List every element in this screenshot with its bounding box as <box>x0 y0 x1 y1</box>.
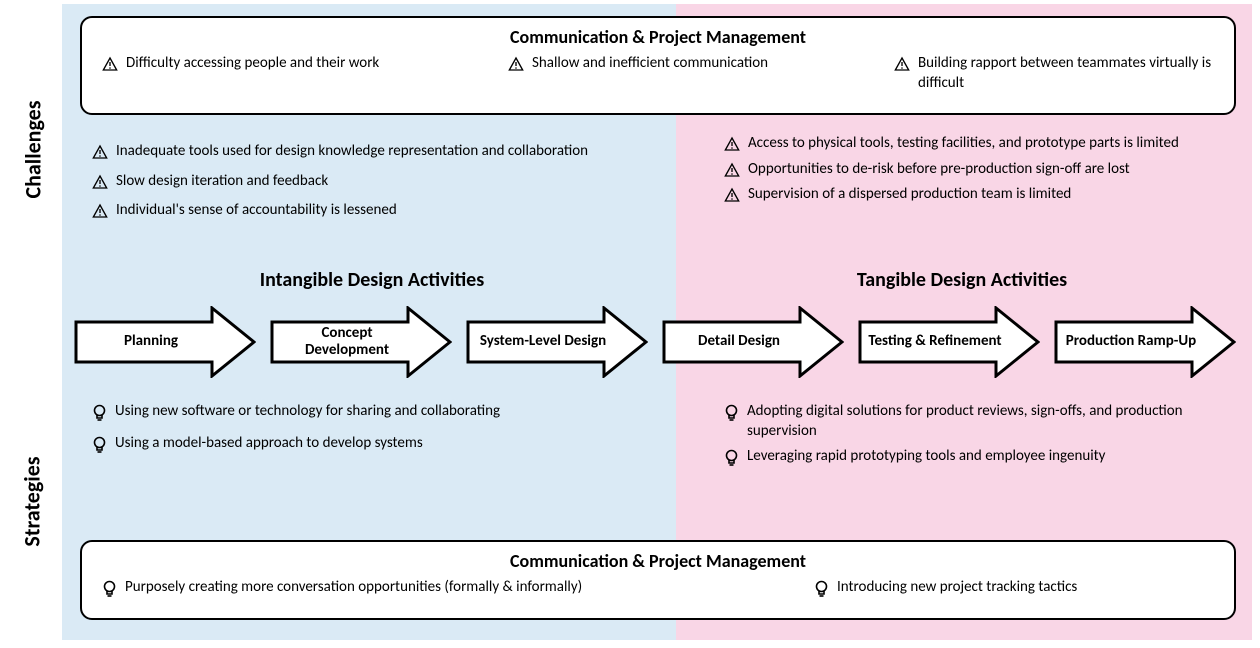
strategy-item: Introducing new project tracking tactics <box>814 578 1214 598</box>
challenge-text: Building rapport between teammates virtu… <box>918 54 1214 93</box>
process-arrow: Concept Development <box>270 306 452 378</box>
bulb-icon <box>724 449 739 467</box>
arrow-label: System-Level Design <box>476 333 610 350</box>
bulb-icon <box>102 580 117 598</box>
arrow-label: Production Ramp-Up <box>1064 333 1198 350</box>
arrow-label: Detail Design <box>672 333 806 350</box>
challenge-text: Opportunities to de-risk before pre-prod… <box>748 160 1130 180</box>
challenge-text: Slow design iteration and feedback <box>116 172 328 192</box>
bulb-icon <box>724 404 739 422</box>
top-panel-title: Communication & Project Management <box>102 26 1214 48</box>
process-arrow: Testing & Refinement <box>858 306 1040 378</box>
intangible-label: Intangible Design Activities <box>212 268 532 292</box>
warning-icon <box>92 174 108 190</box>
challenge-item: Access to physical tools, testing facili… <box>724 134 1224 154</box>
tangible-strategies: Adopting digital solutions for product r… <box>724 402 1224 473</box>
strategy-item: Leveraging rapid prototyping tools and e… <box>724 447 1224 467</box>
bulb-icon <box>92 404 107 422</box>
vlabel-strategies: Strategies <box>19 456 46 546</box>
challenge-text: Supervision of a dispersed production te… <box>748 185 1071 205</box>
challenge-item: Slow design iteration and feedback <box>92 172 652 192</box>
arrow-label: Concept Development <box>280 325 414 360</box>
warning-icon <box>724 187 740 203</box>
top-panel: Communication & Project Management Diffi… <box>80 16 1236 115</box>
top-panel-row: Difficulty accessing people and their wo… <box>102 54 1214 99</box>
intangible-strategies: Using new software or technology for sha… <box>92 402 652 460</box>
strategy-text: Adopting digital solutions for product r… <box>747 402 1224 441</box>
bottom-panel: Communication & Project Management Purpo… <box>80 540 1236 620</box>
diagram-container: Communication & Project Management Diffi… <box>62 4 1252 640</box>
intangible-challenges: Inadequate tools used for design knowled… <box>92 142 652 227</box>
tangible-challenges: Access to physical tools, testing facili… <box>724 134 1224 211</box>
warning-icon <box>102 56 118 72</box>
challenge-item: Building rapport between teammates virtu… <box>894 54 1214 93</box>
bulb-icon <box>814 580 829 598</box>
arrow-label: Planning <box>84 333 218 350</box>
strategy-item: Purposely creating more conversation opp… <box>102 578 662 598</box>
process-arrow: System-Level Design <box>466 306 648 378</box>
warning-icon <box>92 203 108 219</box>
warning-icon <box>508 56 524 72</box>
challenge-item: Shallow and inefficient communication <box>508 54 788 93</box>
tangible-label: Tangible Design Activities <box>802 268 1122 292</box>
challenge-text: Inadequate tools used for design knowled… <box>116 142 588 162</box>
process-arrows: Planning Concept Development System-Leve… <box>74 306 1236 378</box>
process-arrow: Planning <box>74 306 256 378</box>
strategy-text: Introducing new project tracking tactics <box>837 578 1077 598</box>
strategy-text: Purposely creating more conversation opp… <box>125 578 582 598</box>
strategy-text: Leveraging rapid prototyping tools and e… <box>747 447 1105 467</box>
warning-icon <box>894 56 910 72</box>
challenge-item: Individual's sense of accountability is … <box>92 201 652 221</box>
challenge-text: Access to physical tools, testing facili… <box>748 134 1179 154</box>
bottom-panel-row: Purposely creating more conversation opp… <box>102 578 1214 604</box>
challenge-item: Supervision of a dispersed production te… <box>724 185 1224 205</box>
strategy-item: Using a model-based approach to develop … <box>92 434 652 454</box>
arrow-label: Testing & Refinement <box>868 333 1002 350</box>
challenge-text: Difficulty accessing people and their wo… <box>126 54 379 74</box>
process-arrow: Detail Design <box>662 306 844 378</box>
bottom-panel-title: Communication & Project Management <box>102 550 1214 572</box>
challenge-item: Difficulty accessing people and their wo… <box>102 54 402 93</box>
strategy-item: Using new software or technology for sha… <box>92 402 652 422</box>
challenge-text: Shallow and inefficient communication <box>532 54 768 74</box>
warning-icon <box>724 136 740 152</box>
strategy-text: Using new software or technology for sha… <box>115 402 500 422</box>
challenge-item: Opportunities to de-risk before pre-prod… <box>724 160 1224 180</box>
challenge-item: Inadequate tools used for design knowled… <box>92 142 652 162</box>
warning-icon <box>92 144 108 160</box>
bulb-icon <box>92 436 107 454</box>
strategy-item: Adopting digital solutions for product r… <box>724 402 1224 441</box>
process-arrow: Production Ramp-Up <box>1054 306 1236 378</box>
challenge-text: Individual's sense of accountability is … <box>116 201 397 221</box>
vlabel-challenges: Challenges <box>20 100 47 198</box>
strategy-text: Using a model-based approach to develop … <box>115 434 423 454</box>
warning-icon <box>724 162 740 178</box>
